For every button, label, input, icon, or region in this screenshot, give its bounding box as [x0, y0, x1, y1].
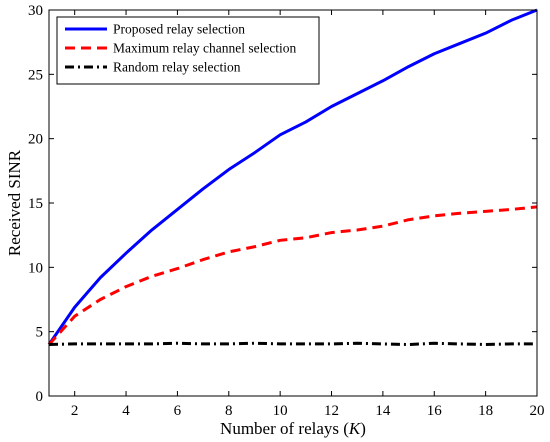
x-tick-label: 20: [530, 403, 545, 419]
y-tick-label: 15: [28, 196, 43, 212]
x-tick-label: 12: [324, 403, 339, 419]
x-tick-label: 6: [174, 403, 182, 419]
x-axis-title: Number of relays (K): [220, 419, 366, 438]
legend-entries: Proposed relay selection Maximum relay ch…: [65, 22, 297, 75]
y-tick-label: 10: [28, 260, 43, 276]
y-tick-label: 5: [36, 325, 44, 341]
y-tick-label: 30: [28, 3, 43, 19]
x-axis-title-variable: K: [348, 419, 362, 438]
y-axis-title: Received SINR: [5, 149, 24, 256]
axis-ticks: 2 4 6 8 10 12 14 16 18 20 0 5 10 15 20 25 30: [28, 3, 545, 419]
series-line-1: [47, 8, 538, 346]
legend-label-2: Maximum relay channel selection: [113, 41, 297, 56]
x-tick-label: 4: [122, 403, 130, 419]
x-tick-label: 8: [225, 403, 233, 419]
x-tick-label: 14: [375, 403, 391, 419]
x-tick-label: 16: [427, 403, 443, 419]
y-tick-label: 20: [28, 132, 43, 148]
series-line-2: [47, 205, 538, 346]
series-line-3: [48, 341, 537, 347]
y-tick-label: 0: [36, 389, 44, 405]
x-tick-label: 18: [478, 403, 493, 419]
legend-label-3: Random relay selection: [113, 60, 241, 75]
x-axis-title-close: ): [360, 419, 366, 438]
legend: Proposed relay selection Maximum relay ch…: [56, 16, 320, 85]
x-tick-label: 2: [71, 403, 79, 419]
x-axis-title-main: Number of relays (: [220, 419, 349, 438]
legend-label-1: Proposed relay selection: [113, 22, 245, 37]
y-tick-label: 25: [28, 67, 43, 83]
x-tick-label: 10: [273, 403, 288, 419]
series-layer: [47, 8, 538, 347]
